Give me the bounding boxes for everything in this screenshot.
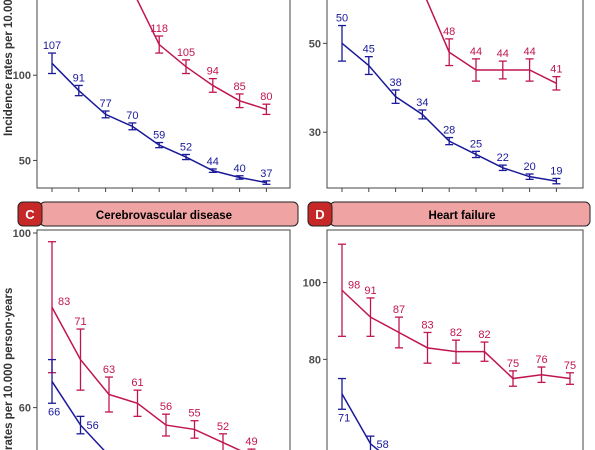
data-label: 77 xyxy=(99,98,111,110)
y-axis-label-bottom: rates per 10.000 person-years xyxy=(3,288,15,450)
y-axis-label-top: Incidence rates per 10.00 xyxy=(3,0,15,136)
data-label: 25 xyxy=(470,138,482,150)
data-label: 34 xyxy=(416,97,428,109)
panel-d-frame xyxy=(326,229,584,450)
data-label: 41 xyxy=(550,64,562,76)
y-tick-label: 80 xyxy=(309,354,321,366)
data-label: 61 xyxy=(131,377,143,389)
y-tick-label: 100 xyxy=(13,70,31,82)
data-label: 82 xyxy=(450,327,462,339)
panel-c-frame xyxy=(36,229,291,450)
data-label: 20 xyxy=(523,161,535,173)
panel-c-title: Cerebrovascular disease xyxy=(96,210,232,222)
data-label: 75 xyxy=(564,360,576,372)
data-label: 63 xyxy=(103,364,115,376)
data-label: 118 xyxy=(150,23,168,35)
panel-b-frame xyxy=(326,0,584,189)
data-label: 80 xyxy=(260,91,272,103)
data-label: 44 xyxy=(470,46,482,58)
y-tick-label: 50 xyxy=(309,38,321,50)
data-label: 94 xyxy=(207,66,219,78)
panel-d-letter-box xyxy=(307,201,333,227)
data-label: 50 xyxy=(336,13,348,25)
y-tick-label: 50 xyxy=(19,155,31,167)
data-label: 22 xyxy=(497,152,509,164)
data-label: 45 xyxy=(363,44,375,56)
data-label: 87 xyxy=(393,304,405,316)
panel-c-letter: C xyxy=(25,207,35,222)
data-label: 52 xyxy=(180,141,192,153)
y-tick-label: 30 xyxy=(309,127,321,139)
y-tick-label: 60 xyxy=(19,403,31,415)
series-line xyxy=(51,306,242,450)
data-label: 48 xyxy=(443,26,455,38)
data-label: 66 xyxy=(48,406,60,418)
data-label: 44 xyxy=(497,48,509,60)
data-label: 71 xyxy=(74,316,86,328)
data-label: 107 xyxy=(43,40,61,52)
series-line xyxy=(136,0,267,111)
data-label: 56 xyxy=(87,420,99,432)
data-label: 56 xyxy=(160,401,172,413)
data-label: 71 xyxy=(338,412,350,424)
data-label: 44 xyxy=(207,156,219,168)
data-label: 75 xyxy=(507,358,519,370)
data-label: 49 xyxy=(245,436,257,448)
y-tick-label: 100 xyxy=(303,278,321,290)
data-label: 58 xyxy=(377,439,389,450)
data-label: 19 xyxy=(550,165,562,177)
panel-c-letter-box xyxy=(17,201,43,227)
data-label: 44 xyxy=(523,46,535,58)
data-label: 91 xyxy=(73,72,85,84)
data-label: 28 xyxy=(443,125,455,137)
data-label: 37 xyxy=(260,168,272,180)
data-label: 40 xyxy=(233,163,245,175)
data-label: 85 xyxy=(233,81,245,93)
series-line xyxy=(425,0,557,85)
data-label: 105 xyxy=(177,47,195,59)
plot-layer: 50 100 118 105 94 85 80 107 91 77 70 59 52 44 40 37 30 50… xyxy=(13,0,576,450)
panel-d-letter: D xyxy=(315,207,324,222)
data-label: 52 xyxy=(217,421,229,433)
y-tick-label: 100 xyxy=(13,228,31,240)
data-label: 98 xyxy=(348,279,360,291)
data-label: 55 xyxy=(188,408,200,420)
data-label: 70 xyxy=(126,110,138,122)
data-label: 83 xyxy=(58,296,70,308)
data-label: 83 xyxy=(421,319,433,331)
data-label: 91 xyxy=(364,285,376,297)
data-label: 38 xyxy=(389,77,401,89)
panel-d-title: Heart failure xyxy=(428,210,495,222)
data-label: 76 xyxy=(535,354,547,366)
panel-a-frame xyxy=(36,0,291,189)
data-label: 82 xyxy=(478,329,490,341)
data-label: 59 xyxy=(153,130,165,142)
